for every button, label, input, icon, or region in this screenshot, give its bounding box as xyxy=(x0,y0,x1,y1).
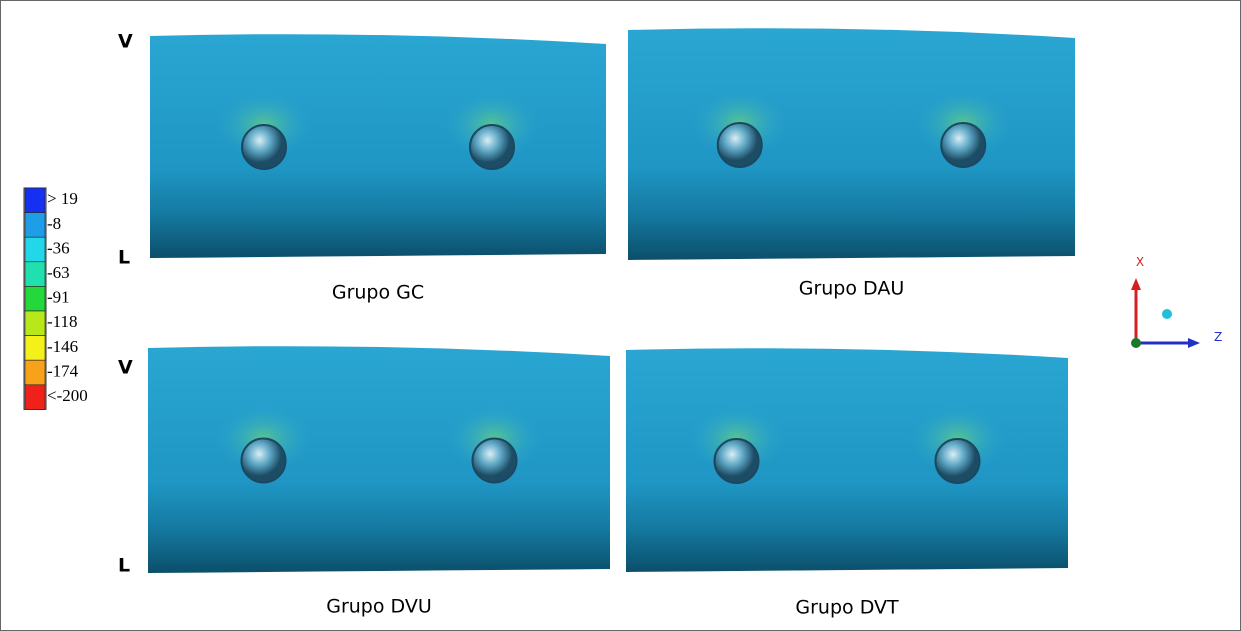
legend-swatch xyxy=(24,187,46,213)
panel xyxy=(150,34,606,259)
surface xyxy=(626,348,1068,572)
legend-label: -91 xyxy=(47,288,70,307)
row-top-label: V xyxy=(118,357,133,379)
legend-label: -146 xyxy=(47,337,78,356)
panel-title: Grupo DVU xyxy=(326,596,432,618)
legend-swatch xyxy=(24,310,46,336)
legend-swatch xyxy=(24,212,46,238)
screw-head xyxy=(940,122,987,168)
panel-title: Grupo DAU xyxy=(799,278,905,300)
panel-title: Grupo GC xyxy=(332,282,424,304)
screw-head xyxy=(469,124,515,170)
legend-swatch xyxy=(24,359,46,386)
surface xyxy=(628,28,1075,261)
screw-head xyxy=(716,122,763,168)
screw-head xyxy=(713,438,760,484)
legend-swatch xyxy=(24,286,46,312)
legend-label: -36 xyxy=(47,238,70,257)
screw-head xyxy=(934,438,981,484)
legend-swatch xyxy=(24,384,46,410)
screw-head xyxy=(240,437,287,484)
legend-label: <-200 xyxy=(47,386,88,405)
legend-label: -174 xyxy=(47,361,79,380)
panel xyxy=(628,28,1075,261)
axis-label: Z xyxy=(1214,330,1222,344)
legend-label: -118 xyxy=(47,312,78,331)
legend-label: > 19 xyxy=(47,189,78,208)
panel-title: Grupo DVT xyxy=(795,597,899,619)
legend-swatch xyxy=(24,236,46,263)
axis-label: X xyxy=(1136,255,1144,269)
legend-swatch xyxy=(24,261,46,287)
legend-label: -63 xyxy=(47,263,70,282)
legend-label: -8 xyxy=(47,214,61,233)
panel xyxy=(148,346,610,573)
row-bottom-label: L xyxy=(118,555,130,577)
row-bottom-label: L xyxy=(118,247,130,269)
row-top-label: V xyxy=(118,31,133,53)
screw-head xyxy=(241,124,287,170)
axis-triad: X Z xyxy=(1131,255,1222,348)
surface xyxy=(148,346,610,573)
legend-swatch xyxy=(24,335,46,361)
screw-head xyxy=(471,437,518,484)
surface xyxy=(150,34,606,259)
panel xyxy=(626,348,1068,572)
